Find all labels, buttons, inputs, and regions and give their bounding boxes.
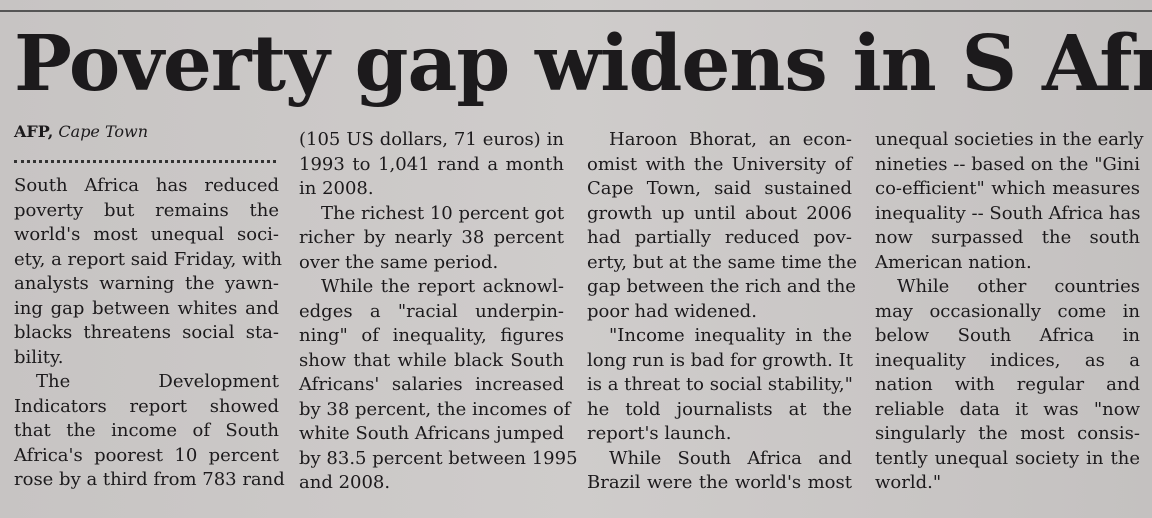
text-line: South Africa has reduced xyxy=(14,175,279,196)
text-line: in 2008. xyxy=(299,178,374,199)
text-line: The richest 10 percent got xyxy=(321,202,565,224)
top-rule xyxy=(0,10,1152,12)
text-line: inequality indices, as a xyxy=(875,349,1140,371)
text-line: ety, a report said Friday, with xyxy=(14,248,283,270)
text-line: American nation. xyxy=(875,251,1032,273)
text-line: and 2008. xyxy=(299,472,391,493)
text-line: omist with the University of xyxy=(587,153,852,175)
text-line: Indicators report showed xyxy=(14,395,279,417)
text-line: bility. xyxy=(14,346,64,368)
text-line: ing gap between whites and xyxy=(14,297,279,319)
text-line: growth up until about 2006 xyxy=(587,202,852,224)
text-line: "Income inequality in the xyxy=(609,325,852,346)
text-line: long run is bad for growth. It xyxy=(587,349,853,371)
text-line: inequality -- South Africa has xyxy=(875,202,1141,224)
text-line: analysts warning the yawn- xyxy=(14,273,279,294)
text-line: below South Africa in xyxy=(875,325,1140,346)
text-line: gap between the rich and the xyxy=(587,276,856,297)
text-line: unequal societies in the early xyxy=(875,129,1144,150)
text-line: The Development xyxy=(36,371,279,392)
location: Cape Town xyxy=(58,122,149,141)
text-line: While other countries xyxy=(897,276,1140,297)
text-line: While the report acknowl- xyxy=(321,276,564,297)
text-line: world." xyxy=(875,472,942,493)
text-line: Africa's poorest 10 percent xyxy=(14,444,279,466)
text-line: blacks threatens social sta- xyxy=(14,322,279,343)
text-line: ning" of inequality, figures xyxy=(299,325,564,346)
text-line: white South Africans jumped xyxy=(299,423,564,444)
text-line: reliable data it was "now xyxy=(875,398,1140,420)
text-line: that the income of South xyxy=(14,420,279,441)
text-line: over the same period. xyxy=(299,251,499,273)
text-line: nineties -- based on the "Gini xyxy=(875,153,1140,175)
text-line: 1993 to 1,041 rand a month xyxy=(299,153,564,175)
text-line: erty, but at the same time the xyxy=(587,251,857,273)
text-line: While South Africa and xyxy=(609,447,852,469)
text-line: rose by a third from 783 rand xyxy=(14,469,285,490)
text-line: is a threat to social stability," xyxy=(587,374,853,395)
text-line: Haroon Bhorat, an econ- xyxy=(609,129,852,150)
text-line: (105 US dollars, 71 euros) in xyxy=(299,129,564,150)
text-line: poverty but remains the xyxy=(14,199,279,221)
text-line: Brazil were the world's most xyxy=(587,472,852,493)
text-line: edges a "racial underpin- xyxy=(299,300,564,322)
agency: AFP, xyxy=(14,122,54,141)
text-line: richer by nearly 38 percent xyxy=(299,227,564,248)
text-line: nation with regular and xyxy=(875,374,1140,395)
text-line: by 38 percent, the incomes of xyxy=(299,398,571,420)
text-line: poor had widened. xyxy=(587,300,757,322)
text-line: world's most unequal soci- xyxy=(14,224,279,245)
text-line: Africans' salaries increased xyxy=(299,374,564,395)
text-line: had partially reduced pov- xyxy=(587,227,852,248)
text-line: Cape Town, said sustained xyxy=(587,178,852,199)
text-line: by 83.5 percent between 1995 xyxy=(299,447,578,469)
text-line: he told journalists at the xyxy=(587,398,852,420)
text-line: now surpassed the south xyxy=(875,227,1140,248)
text-line: report's launch. xyxy=(587,423,732,444)
byline: AFP, Cape Town xyxy=(14,122,148,141)
separator xyxy=(14,160,276,163)
text-line: co-efficient" which measures xyxy=(875,178,1140,199)
text-line: tently unequal society in the xyxy=(875,447,1140,469)
text-line: show that while black South xyxy=(299,349,564,371)
text-line: singularly the most consis- xyxy=(875,423,1140,444)
headline: Poverty gap widens in S Africa xyxy=(14,19,1152,109)
text-line: may occasionally come in xyxy=(875,300,1140,322)
